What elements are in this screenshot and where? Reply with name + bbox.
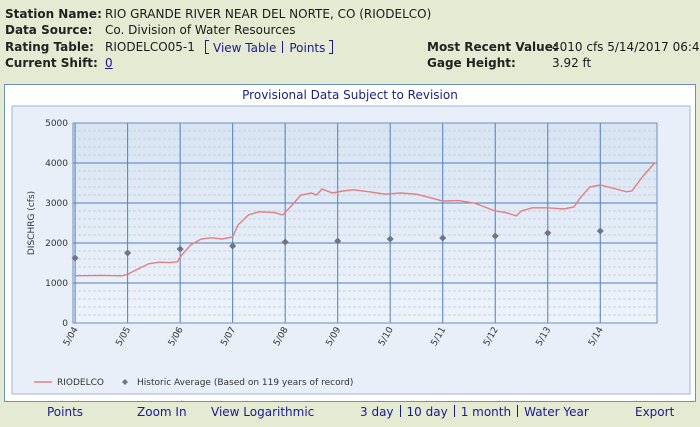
field-label: Data Source: xyxy=(5,23,93,37)
nav-link[interactable]: Points xyxy=(47,405,84,419)
bracket xyxy=(329,40,334,54)
link[interactable]: View Table xyxy=(213,41,277,55)
y-tick-label: 0 xyxy=(62,319,68,329)
separator xyxy=(453,405,455,417)
field-value: RIODELCO05-1 xyxy=(105,40,195,54)
data-point xyxy=(176,245,184,253)
plot-area xyxy=(73,123,657,323)
range-links: 3 day 10 day 1 month Water Year xyxy=(360,405,589,419)
data-line xyxy=(75,162,656,277)
separator xyxy=(282,41,284,53)
field-label: Current Shift: xyxy=(5,56,98,70)
y-tick-label: 1000 xyxy=(45,279,68,289)
y-tick-label: 2000 xyxy=(45,239,68,249)
field-value: RIO GRANDE RIVER NEAR DEL NORTE, CO (RIO… xyxy=(105,7,432,21)
data-point xyxy=(71,254,79,262)
data-point xyxy=(439,234,447,242)
y-tick-label: 4000 xyxy=(45,159,68,169)
field-value: 3.92 ft xyxy=(552,56,592,70)
nav-link[interactable]: Export xyxy=(635,405,675,419)
link-group: View Table Points xyxy=(205,40,334,55)
nav-link[interactable]: 10 day xyxy=(406,405,448,419)
field-label: Rating Table: xyxy=(5,40,94,54)
field-value: Co. Division of Water Resources xyxy=(105,23,296,37)
nav-link[interactable]: 3 day xyxy=(360,405,394,419)
data-point xyxy=(386,235,394,243)
chart-title: Provisional Data Subject to Revision xyxy=(242,88,458,102)
link[interactable]: 0 xyxy=(105,56,113,70)
link[interactable]: Points xyxy=(289,41,326,55)
field-label: Station Name: xyxy=(5,7,102,21)
data-point xyxy=(491,232,499,240)
plot-border xyxy=(72,122,658,324)
nav-link[interactable]: Water Year xyxy=(524,405,589,419)
separator xyxy=(517,405,519,417)
y-tick-label: 5000 xyxy=(45,119,68,129)
y-tick-label: 3000 xyxy=(45,199,68,209)
bracket xyxy=(205,40,209,54)
chart: Provisional Data Subject to Revision DIS… xyxy=(4,84,696,402)
data-point xyxy=(596,227,604,235)
data-point xyxy=(281,238,289,246)
nav-link[interactable]: 1 month xyxy=(460,405,512,419)
field-value: 4010 cfs 5/14/2017 06:45 xyxy=(552,40,700,54)
field-label: Gage Height: xyxy=(427,56,516,70)
separator xyxy=(399,405,401,417)
y-axis-label: DISCHRG (cfs) xyxy=(27,191,37,255)
legend-swatch xyxy=(122,379,128,385)
field-label: Most Recent Value: xyxy=(427,40,558,54)
data-point xyxy=(124,249,132,257)
data-point xyxy=(229,242,237,250)
legend-label: RIODELCO xyxy=(57,378,104,388)
nav-link[interactable]: Zoom In xyxy=(137,405,187,419)
legend-label: Historic Average (Based on 119 years of … xyxy=(137,378,353,388)
data-point xyxy=(334,237,342,245)
data-point xyxy=(544,229,552,237)
nav-link[interactable]: View Logarithmic xyxy=(211,405,315,419)
